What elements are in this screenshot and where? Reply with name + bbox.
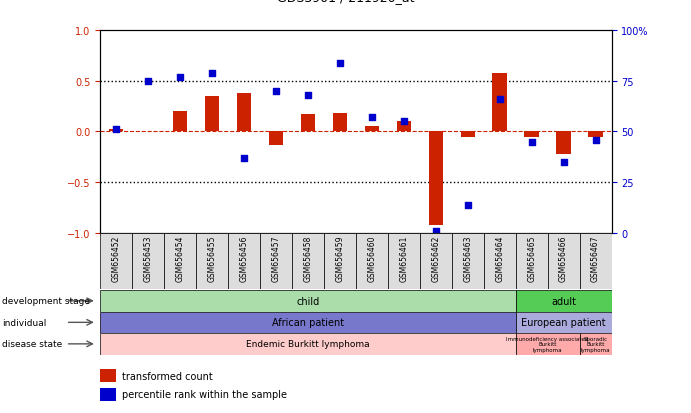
Point — [111, 127, 122, 133]
Text: Endemic Burkitt lymphoma: Endemic Burkitt lymphoma — [246, 339, 370, 349]
Text: GSM656465: GSM656465 — [527, 235, 536, 281]
Text: Immunodeficiency associated
Burkitt
lymphoma: Immunodeficiency associated Burkitt lymp… — [507, 336, 589, 352]
Text: GSM656453: GSM656453 — [144, 235, 153, 281]
Text: European patient: European patient — [521, 318, 606, 328]
Text: GSM656461: GSM656461 — [399, 235, 408, 281]
Point — [207, 70, 218, 77]
Text: transformed count: transformed count — [122, 371, 213, 381]
Bar — [428, 132, 443, 225]
Point — [238, 155, 249, 162]
Bar — [269, 132, 283, 145]
Point — [590, 137, 601, 144]
Bar — [515, 290, 612, 312]
Text: African patient: African patient — [272, 318, 344, 328]
Point — [303, 93, 314, 99]
Bar — [237, 94, 252, 132]
Text: GSM656458: GSM656458 — [303, 235, 312, 281]
Bar — [132, 233, 164, 289]
Point — [430, 228, 442, 235]
Bar — [324, 233, 356, 289]
Bar — [452, 233, 484, 289]
Bar — [460, 132, 475, 137]
Text: development stage: development stage — [2, 297, 90, 306]
Bar — [173, 112, 187, 132]
Point — [462, 202, 473, 208]
Text: GSM656466: GSM656466 — [559, 235, 568, 281]
Bar — [493, 74, 507, 132]
Text: GSM656452: GSM656452 — [112, 235, 121, 281]
Point — [398, 119, 409, 125]
Text: adult: adult — [551, 296, 576, 306]
Text: GSM656462: GSM656462 — [431, 235, 440, 281]
Point — [175, 74, 186, 81]
Bar — [100, 333, 515, 355]
Bar — [515, 312, 612, 333]
Bar — [580, 333, 612, 355]
Text: GSM656459: GSM656459 — [335, 235, 344, 281]
Bar — [580, 233, 612, 289]
Bar — [332, 114, 347, 132]
Bar — [365, 127, 379, 132]
Text: Sporadic
Burkitt
lymphoma: Sporadic Burkitt lymphoma — [580, 336, 610, 352]
Bar — [164, 233, 196, 289]
Bar — [588, 132, 603, 137]
Text: GSM656457: GSM656457 — [272, 235, 281, 281]
Text: GSM656456: GSM656456 — [240, 235, 249, 281]
Text: GSM656454: GSM656454 — [176, 235, 184, 281]
Bar — [515, 233, 547, 289]
Point — [494, 97, 505, 103]
Bar — [196, 233, 228, 289]
Point — [334, 60, 346, 66]
Bar — [100, 233, 132, 289]
Bar — [484, 233, 515, 289]
Bar — [292, 233, 324, 289]
Point — [270, 88, 281, 95]
Point — [142, 78, 153, 85]
Text: individual: individual — [2, 318, 46, 327]
Bar — [356, 233, 388, 289]
Bar — [547, 233, 580, 289]
Text: percentile rank within the sample: percentile rank within the sample — [122, 389, 287, 399]
Text: disease state: disease state — [2, 339, 62, 349]
Bar — [260, 233, 292, 289]
Text: GSM656455: GSM656455 — [207, 235, 216, 281]
Bar — [388, 233, 419, 289]
Bar — [100, 290, 515, 312]
Point — [558, 159, 569, 166]
Point — [366, 115, 377, 121]
Text: GDS3901 / 211920_at: GDS3901 / 211920_at — [277, 0, 414, 4]
Bar — [515, 333, 580, 355]
Text: GSM656467: GSM656467 — [591, 235, 600, 281]
Bar — [301, 115, 315, 132]
Point — [526, 139, 537, 146]
Text: GSM656463: GSM656463 — [463, 235, 472, 281]
Bar — [524, 132, 539, 137]
Bar — [100, 312, 515, 333]
Bar — [100, 388, 115, 401]
Bar — [205, 97, 219, 132]
Bar — [109, 130, 124, 132]
Bar — [556, 132, 571, 154]
Text: GSM656464: GSM656464 — [495, 235, 504, 281]
Text: GSM656460: GSM656460 — [368, 235, 377, 281]
Text: child: child — [296, 296, 319, 306]
Bar — [100, 369, 115, 382]
Bar — [228, 233, 260, 289]
Bar — [397, 122, 411, 132]
Bar — [419, 233, 452, 289]
